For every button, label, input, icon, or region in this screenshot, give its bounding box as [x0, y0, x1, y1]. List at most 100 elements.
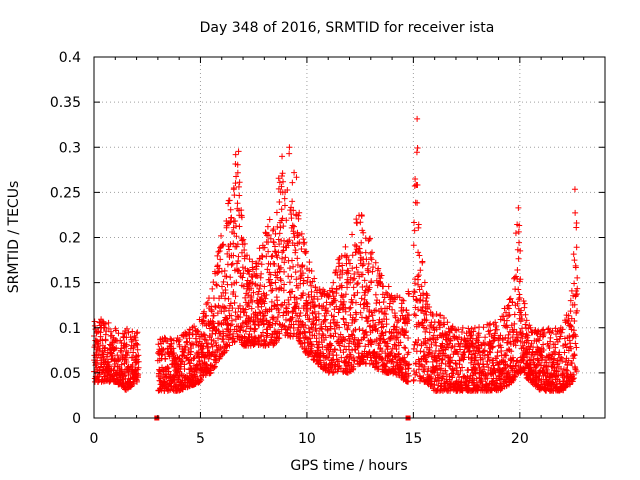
data-point — [237, 314, 244, 321]
data-point — [229, 305, 236, 312]
data-point — [208, 362, 215, 369]
data-point — [449, 323, 456, 330]
data-point — [275, 306, 282, 313]
x-tick-label: 10 — [298, 431, 316, 447]
data-point — [277, 224, 284, 231]
data-point — [342, 243, 349, 250]
data-point — [423, 294, 430, 301]
data-point — [270, 226, 277, 233]
data-point — [320, 353, 327, 360]
data-point — [117, 367, 124, 374]
data-point — [437, 312, 444, 319]
data-point — [296, 313, 303, 320]
data-point — [278, 183, 285, 190]
data-point — [458, 329, 465, 336]
data-point — [515, 334, 522, 341]
data-point — [189, 331, 196, 338]
data-point — [571, 186, 578, 193]
data-point — [255, 260, 262, 267]
data-point — [120, 333, 127, 340]
data-point — [104, 353, 111, 360]
data-point — [419, 362, 426, 369]
data-point — [293, 174, 300, 181]
data-point — [182, 344, 189, 351]
data-point — [430, 332, 437, 339]
data-point — [274, 314, 281, 321]
data-point — [248, 285, 255, 292]
data-point — [342, 336, 349, 343]
data-point — [240, 270, 247, 277]
data-point — [346, 260, 353, 267]
data-point — [231, 338, 238, 345]
data-point — [352, 316, 359, 323]
data-point — [273, 209, 280, 216]
data-point — [397, 339, 404, 346]
data-point — [547, 334, 554, 341]
data-point — [269, 287, 276, 294]
data-point — [236, 223, 243, 230]
data-point — [313, 327, 320, 334]
data-point — [317, 357, 324, 364]
data-point — [273, 318, 280, 325]
data-point — [570, 375, 577, 382]
data-point — [260, 313, 267, 320]
data-point — [211, 363, 218, 370]
data-point — [368, 256, 375, 263]
data-point — [273, 285, 280, 292]
data-point — [326, 350, 333, 357]
data-point — [245, 292, 252, 299]
data-point — [513, 358, 520, 365]
data-point — [324, 308, 331, 315]
data-point — [319, 330, 326, 337]
data-point — [274, 223, 281, 230]
data-point — [400, 297, 407, 304]
data-point — [289, 179, 296, 186]
data-point — [433, 357, 440, 364]
data-point — [428, 341, 435, 348]
data-point — [402, 345, 409, 352]
data-point — [223, 343, 230, 350]
data-point — [323, 354, 330, 361]
data-point — [395, 350, 402, 357]
data-point — [128, 338, 135, 345]
data-point — [399, 312, 406, 319]
data-point — [364, 300, 371, 307]
data-point — [350, 363, 357, 370]
data-point — [392, 314, 399, 321]
data-point — [100, 351, 107, 358]
data-point — [269, 316, 276, 323]
data-point — [511, 320, 518, 327]
x-tick-labels: 0 5 10 15 20 — [90, 431, 529, 447]
data-point — [226, 219, 233, 226]
data-point — [238, 214, 245, 221]
data-point — [442, 367, 449, 374]
data-point — [311, 308, 318, 315]
data-point — [536, 359, 543, 366]
data-point — [412, 175, 419, 182]
data-point — [401, 344, 408, 351]
data-point — [356, 340, 363, 347]
data-point — [422, 328, 429, 335]
data-point — [443, 331, 450, 338]
data-point — [506, 311, 513, 318]
data-point — [261, 283, 268, 290]
data-point — [113, 344, 120, 351]
data-point — [295, 215, 302, 222]
data-point — [118, 345, 125, 352]
data-point — [230, 288, 237, 295]
data-point — [203, 312, 210, 319]
data-point — [279, 255, 286, 262]
data-point — [521, 300, 528, 307]
data-point — [230, 335, 237, 342]
data-point — [424, 292, 431, 299]
data-point — [186, 335, 193, 342]
data-point — [444, 332, 451, 339]
data-point — [216, 265, 223, 272]
data-point — [457, 367, 464, 374]
data-point — [168, 340, 175, 347]
data-point — [214, 310, 221, 317]
data-point — [249, 298, 256, 305]
data-point — [367, 235, 374, 242]
data-point — [256, 245, 263, 252]
